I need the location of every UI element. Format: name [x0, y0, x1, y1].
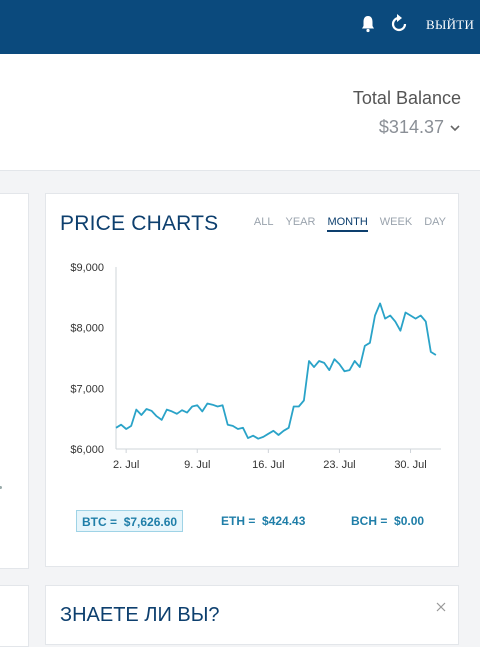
total-balance-value: $314.37 [378, 117, 444, 137]
bch-price-button[interactable]: BCH = $0.00 [351, 510, 424, 532]
bell-icon[interactable] [360, 15, 376, 33]
did-you-know-title: ЗНАЕТЕ ЛИ ВЫ? [60, 604, 220, 626]
left-panel-card [0, 193, 29, 569]
coin-prices-row: BTC = $7,626.60 ETH = $424.43 BCH = $0.0… [76, 510, 446, 534]
price-charts-title: PRICE CHARTS [60, 212, 219, 235]
eth-label: ETH = [221, 514, 256, 528]
x-tick-label: 23. Jul [323, 459, 355, 471]
y-tick-label: $7,000 [70, 383, 104, 395]
x-tick-label: 9. Jul [184, 459, 210, 471]
btc-price-button[interactable]: BTC = $7,626.60 [76, 510, 184, 532]
decorative-dot [0, 486, 2, 489]
bch-label: BCH = [351, 514, 388, 528]
total-balance-label: Total Balance [352, 88, 461, 108]
did-you-know-card: ЗНАЕТЕ ЛИ ВЫ? [45, 585, 459, 645]
eth-value: $424.43 [262, 514, 306, 528]
chevron-down-icon [450, 124, 460, 131]
range-tabs: ALL YEAR MONTH WEEK DAY [254, 216, 446, 232]
tab-range-all[interactable]: ALL [253, 216, 274, 228]
y-tick-label: $8,000 [70, 323, 104, 335]
top-navbar: ВЫЙТИ [0, 0, 480, 54]
bch-value: $0.00 [394, 514, 425, 528]
balance-strip [0, 54, 480, 171]
btc-value: $7,626.60 [123, 515, 178, 529]
price-line-chart: $6,000 $7,000 $8,000 $9,000 2. Jul 9. Jul 16. … [70, 262, 441, 471]
tab-range-week[interactable]: WEEK [379, 216, 413, 228]
tab-range-day[interactable]: DAY [424, 216, 446, 228]
btc-label: BTC = [82, 515, 118, 529]
close-icon[interactable] [436, 602, 446, 612]
y-tick-label: $9,000 [70, 262, 104, 274]
left-panel-card-lower [0, 585, 29, 647]
x-tick-label: 30. Jul [394, 459, 426, 471]
tab-range-month[interactable]: MONTH [327, 216, 368, 232]
y-tick-label: $6,000 [70, 444, 104, 456]
x-tick-label: 16. Jul [252, 459, 284, 471]
btc-price-line [115, 302, 437, 440]
x-tick-label: 2. Jul [113, 459, 139, 471]
eth-price-button[interactable]: ETH = $424.43 [221, 510, 305, 532]
price-charts-card: PRICE CHARTS ALL YEAR MONTH WEEK DAY $6,… [45, 193, 459, 567]
total-balance-dropdown[interactable]: $314.37 [379, 117, 460, 138]
refresh-icon[interactable] [390, 14, 408, 34]
tab-range-year[interactable]: YEAR [285, 216, 316, 228]
logout-button[interactable]: ВЫЙТИ [426, 17, 475, 32]
